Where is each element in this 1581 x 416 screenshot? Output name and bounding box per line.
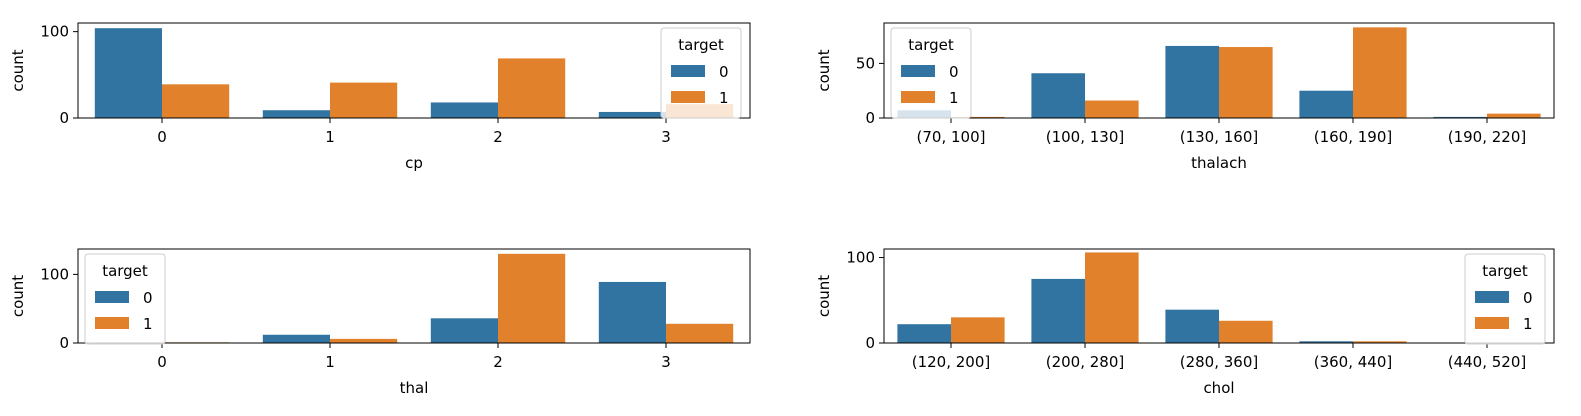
legend-label-1: 1 — [143, 315, 153, 333]
bar-cp-target1-0 — [162, 84, 230, 118]
legend-swatch-0 — [901, 65, 935, 77]
legend-title: target — [1482, 262, 1528, 280]
x-axis-label: cp — [405, 154, 423, 172]
x-tick-label: 3 — [661, 353, 671, 371]
bar-thalach-target1-3 — [1353, 27, 1407, 119]
x-tick-label: (280, 360] — [1180, 353, 1259, 371]
legend-title: target — [678, 36, 724, 54]
y-axis-label: count — [815, 275, 833, 317]
bar-thal-target0-3 — [598, 281, 666, 343]
legend-swatch-1 — [901, 91, 935, 103]
chart-panel-thal: 0 1 2 3 0 100 thal count target 0 1 — [9, 248, 751, 397]
x-axis-label: chol — [1203, 379, 1234, 397]
axes-frame — [77, 248, 751, 344]
legend-swatch-1 — [671, 91, 705, 103]
y-tick-label: 100 — [40, 265, 69, 283]
bar-chol-target0-1 — [1031, 278, 1085, 343]
x-tick-label: (70, 100] — [917, 128, 986, 146]
legend-label-0: 0 — [143, 289, 153, 307]
bar-chol-target0-3 — [1299, 341, 1353, 343]
legend-label-0: 0 — [719, 63, 729, 81]
bar-thalach-target0-3 — [1299, 90, 1353, 118]
bar-thalach-target0-2 — [1165, 45, 1219, 119]
y-tick-label: 0 — [865, 334, 875, 352]
axes-frame — [77, 22, 751, 119]
legend: target 0 1 — [890, 27, 972, 119]
y-tick-label: 50 — [856, 54, 875, 72]
x-tick-label: 0 — [157, 353, 167, 371]
bar-chol-target1-0 — [951, 317, 1005, 343]
legend-swatch-0 — [1475, 291, 1509, 303]
legend-swatch-0 — [95, 291, 129, 303]
legend-label-0: 0 — [1523, 289, 1533, 307]
y-tick-label: 0 — [865, 109, 875, 127]
legend-swatch-0 — [671, 65, 705, 77]
bar-thalach-target1-1 — [1085, 100, 1139, 118]
bar-cp-target0-3 — [598, 111, 666, 118]
chart-panel-chol: (120, 200] (200, 280] (280, 360] (360, 440]… — [815, 248, 1555, 397]
legend-swatch-1 — [95, 317, 129, 329]
legend-label-1: 1 — [719, 89, 729, 107]
bar-thal-target1-3 — [666, 323, 734, 343]
bar-chol-target1-1 — [1085, 252, 1139, 343]
x-tick-label: (100, 130] — [1046, 128, 1125, 146]
legend-title: target — [908, 36, 954, 54]
y-tick-label: 0 — [59, 109, 69, 127]
x-tick-label: 3 — [661, 128, 671, 146]
x-tick-label: (160, 190] — [1314, 128, 1393, 146]
bar-thalach-target0-1 — [1031, 73, 1085, 118]
x-tick-label: 1 — [325, 353, 335, 371]
bar-chol-target0-2 — [1165, 309, 1219, 343]
bar-thalach-target1-2 — [1219, 47, 1273, 118]
bar-cp-target0-0 — [94, 28, 162, 119]
bar-cp-target1-1 — [330, 82, 398, 118]
bar-thal-target1-2 — [498, 253, 566, 343]
legend-label-0: 0 — [949, 63, 959, 81]
legend: target 0 1 — [84, 253, 166, 345]
legend-label-1: 1 — [949, 89, 959, 107]
bar-thalach-target1-4 — [1487, 113, 1541, 118]
y-axis-label: count — [9, 275, 27, 317]
y-tick-label: 100 — [40, 23, 69, 41]
bar-cp-target0-2 — [430, 102, 498, 118]
bar-thal-target0-1 — [262, 334, 330, 343]
x-tick-label: (120, 200] — [912, 353, 991, 371]
x-tick-label: (190, 220] — [1448, 128, 1527, 146]
x-axis-label: thalach — [1191, 154, 1247, 172]
bar-thal-target0-2 — [430, 318, 498, 343]
bar-cp-target0-1 — [262, 110, 330, 118]
bar-cp-target1-2 — [498, 58, 566, 118]
bar-chol-target1-2 — [1219, 320, 1273, 343]
bar-chol-target1-3 — [1353, 341, 1407, 343]
y-tick-label: 0 — [59, 334, 69, 352]
x-tick-label: (130, 160] — [1180, 128, 1259, 146]
x-axis-label: thal — [400, 379, 429, 397]
y-axis-label: count — [9, 49, 27, 91]
x-tick-label: (200, 280] — [1046, 353, 1125, 371]
bar-chol-target0-0 — [897, 324, 951, 343]
bar-thalach-target1-0 — [951, 116, 1005, 118]
legend: target 0 1 — [660, 27, 742, 119]
y-tick-label: 100 — [846, 249, 875, 267]
chart-panel-thalach: (70, 100] (100, 130] (130, 160] (160, 190] (… — [815, 22, 1555, 172]
x-tick-label: 2 — [493, 128, 503, 146]
x-tick-label: 2 — [493, 353, 503, 371]
legend: target 0 1 — [1464, 253, 1546, 345]
bar-thalach-target0-4 — [1433, 116, 1487, 118]
legend-label-1: 1 — [1523, 315, 1533, 333]
y-axis-label: count — [815, 49, 833, 91]
bar-thal-target1-1 — [330, 338, 398, 343]
x-tick-label: 0 — [157, 128, 167, 146]
legend-swatch-1 — [1475, 317, 1509, 329]
chart-panel-cp: 0 1 2 3 0 100 cp count target 0 1 — [9, 22, 751, 172]
x-tick-label: (360, 440] — [1314, 353, 1393, 371]
x-tick-label: (440, 520] — [1448, 353, 1527, 371]
legend-title: target — [102, 262, 148, 280]
x-tick-label: 1 — [325, 128, 335, 146]
